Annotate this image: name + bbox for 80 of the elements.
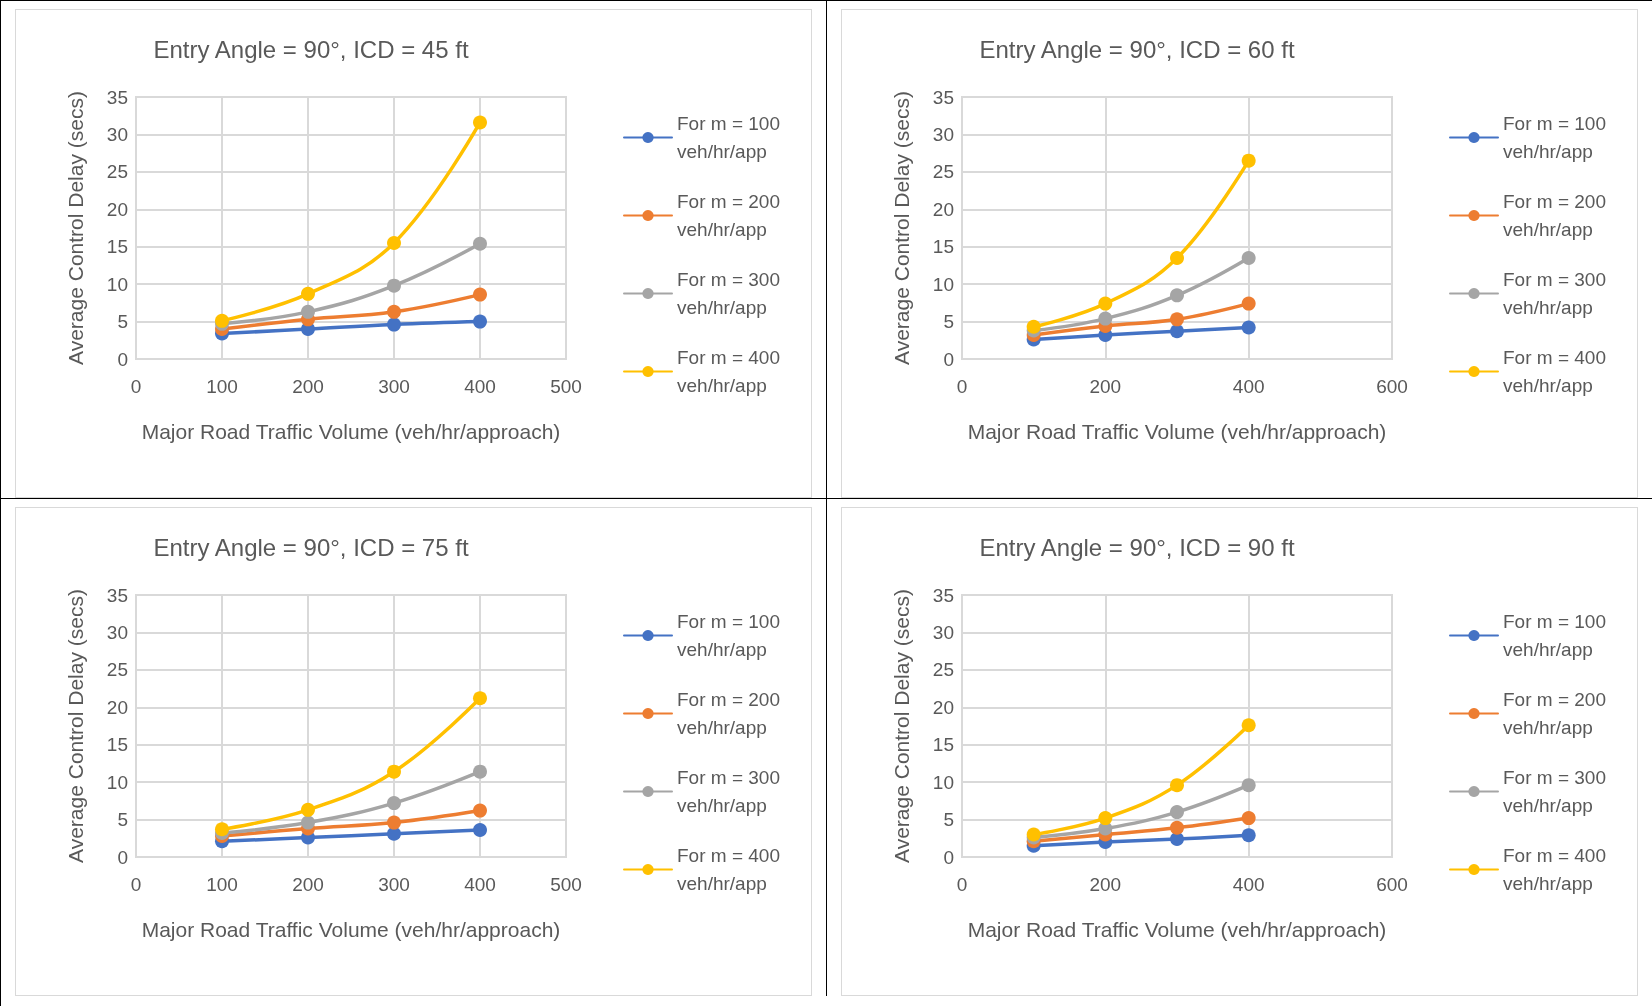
legend-label: For m = 400 veh/hr/app [1503,347,1612,396]
y-tick-label: 5 [117,809,128,831]
y-tick-label: 20 [932,198,954,220]
y-tick-label: 25 [106,659,128,681]
x-tick-label: 400 [1232,874,1265,895]
x-axis-title: Major Road Traffic Volume (veh/hr/approach) [967,918,1387,941]
legend-label: For m = 300 veh/hr/app [1503,767,1612,816]
legend-label: For m = 300 veh/hr/app [677,269,786,318]
y-tick-label: 35 [106,86,128,108]
x-tick-label: 400 [464,376,496,397]
legend-label: For m = 100 veh/hr/app [677,113,786,162]
x-tick-label: 0 [130,376,142,397]
legend-label: For m = 300 veh/hr/app [677,767,786,816]
x-tick-label: 600 [1376,874,1408,895]
y-tick-label: 0 [943,846,954,868]
x-tick-label: 0 [956,376,968,397]
x-tick-label: 100 [206,376,238,397]
legend-label: For m = 100 veh/hr/app [1503,113,1612,162]
y-tick-label: 15 [932,236,954,258]
y-tick-label: 10 [932,771,954,793]
y-tick-label: 10 [932,273,954,295]
x-axis-title: Major Road Traffic Volume (veh/hr/approach) [141,918,561,941]
y-tick-label: 35 [932,86,954,108]
x-axis-title: Major Road Traffic Volume (veh/hr/approach) [141,420,561,443]
x-tick-label: 200 [1089,874,1122,895]
y-tick-label: 35 [932,584,954,606]
x-tick-label: 300 [378,376,410,397]
legend-label: For m = 200 veh/hr/app [677,191,786,240]
y-axis-title: Average Control Delay (secs) [890,91,913,365]
x-tick-label: 600 [1376,376,1408,397]
y-tick-label: 0 [117,846,128,868]
y-tick-label: 20 [106,696,128,718]
x-tick-label: 200 [1089,376,1122,397]
y-axis-title: Average Control Delay (secs) [890,589,913,863]
y-tick-label: 15 [932,734,954,756]
y-tick-label: 30 [932,621,954,643]
y-tick-label: 20 [932,696,954,718]
y-axis-title: Average Control Delay (secs) [64,91,87,365]
x-tick-label: 400 [464,874,496,895]
x-tick-label: 0 [130,874,142,895]
y-tick-label: 20 [106,198,128,220]
legend-label: For m = 200 veh/hr/app [1503,191,1612,240]
legend-label: For m = 400 veh/hr/app [677,347,786,396]
x-tick-label: 500 [550,874,582,895]
y-tick-label: 30 [106,123,128,145]
y-tick-label: 10 [106,771,128,793]
y-axis-title: Average Control Delay (secs) [64,589,87,863]
y-tick-label: 15 [106,734,128,756]
y-tick-label: 5 [117,311,128,333]
x-tick-label: 200 [292,376,324,397]
x-tick-label: 400 [1232,376,1265,397]
legend-label: For m = 100 veh/hr/app [677,611,786,660]
x-axis-title: Major Road Traffic Volume (veh/hr/approach) [967,420,1387,443]
legend-label: For m = 400 veh/hr/app [677,845,786,894]
y-tick-label: 25 [932,659,954,681]
y-tick-label: 0 [943,348,954,370]
x-tick-label: 500 [550,376,582,397]
x-tick-label: 200 [292,874,324,895]
x-tick-label: 100 [206,874,238,895]
chart-title: Entry Angle = 90°, ICD = 60 ft [979,35,1295,63]
y-tick-label: 35 [106,584,128,606]
chart-title: Entry Angle = 90°, ICD = 75 ft [153,533,469,561]
x-tick-label: 0 [956,874,968,895]
y-tick-label: 25 [106,161,128,183]
x-tick-label: 300 [378,874,410,895]
y-tick-label: 5 [943,809,954,831]
y-tick-label: 25 [932,161,954,183]
chart-title: Entry Angle = 90°, ICD = 90 ft [979,533,1295,561]
y-tick-label: 30 [932,123,954,145]
y-tick-label: 0 [117,348,128,370]
chart-title: Entry Angle = 90°, ICD = 45 ft [153,35,469,63]
y-tick-label: 30 [106,621,128,643]
legend-label: For m = 300 veh/hr/app [1503,269,1612,318]
y-tick-label: 15 [106,236,128,258]
legend-label: For m = 100 veh/hr/app [1503,611,1612,660]
y-tick-label: 5 [943,311,954,333]
legend-label: For m = 200 veh/hr/app [677,689,786,738]
legend-label: For m = 200 veh/hr/app [1503,689,1612,738]
legend-label: For m = 400 veh/hr/app [1503,845,1612,894]
y-tick-label: 10 [106,273,128,295]
